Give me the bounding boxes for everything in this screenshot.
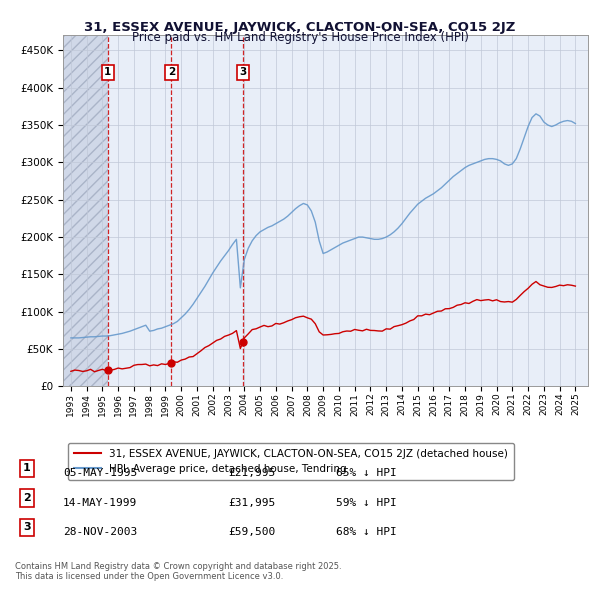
Text: Price paid vs. HM Land Registry's House Price Index (HPI): Price paid vs. HM Land Registry's House …	[131, 31, 469, 44]
Text: 65% ↓ HPI: 65% ↓ HPI	[336, 468, 397, 478]
Text: 2: 2	[23, 493, 31, 503]
Text: £31,995: £31,995	[228, 498, 275, 507]
Text: This data is licensed under the Open Government Licence v3.0.: This data is licensed under the Open Gov…	[15, 572, 283, 581]
Text: £59,500: £59,500	[228, 527, 275, 537]
Text: 1: 1	[23, 464, 31, 473]
Legend: 31, ESSEX AVENUE, JAYWICK, CLACTON-ON-SEA, CO15 2JZ (detached house), HPI: Avera: 31, ESSEX AVENUE, JAYWICK, CLACTON-ON-SE…	[68, 442, 514, 480]
Text: 68% ↓ HPI: 68% ↓ HPI	[336, 527, 397, 537]
Bar	[63, 35, 108, 386]
Text: 05-MAY-1995: 05-MAY-1995	[63, 468, 137, 478]
Text: 31, ESSEX AVENUE, JAYWICK, CLACTON-ON-SEA, CO15 2JZ: 31, ESSEX AVENUE, JAYWICK, CLACTON-ON-SE…	[85, 21, 515, 34]
Text: 28-NOV-2003: 28-NOV-2003	[63, 527, 137, 537]
Text: 59% ↓ HPI: 59% ↓ HPI	[336, 498, 397, 507]
Text: 14-MAY-1999: 14-MAY-1999	[63, 498, 137, 507]
Text: Contains HM Land Registry data © Crown copyright and database right 2025.: Contains HM Land Registry data © Crown c…	[15, 562, 341, 571]
Text: 3: 3	[239, 67, 247, 77]
Text: 3: 3	[23, 523, 31, 532]
Text: £21,995: £21,995	[228, 468, 275, 478]
Text: 1: 1	[104, 67, 112, 77]
Text: 2: 2	[167, 67, 175, 77]
